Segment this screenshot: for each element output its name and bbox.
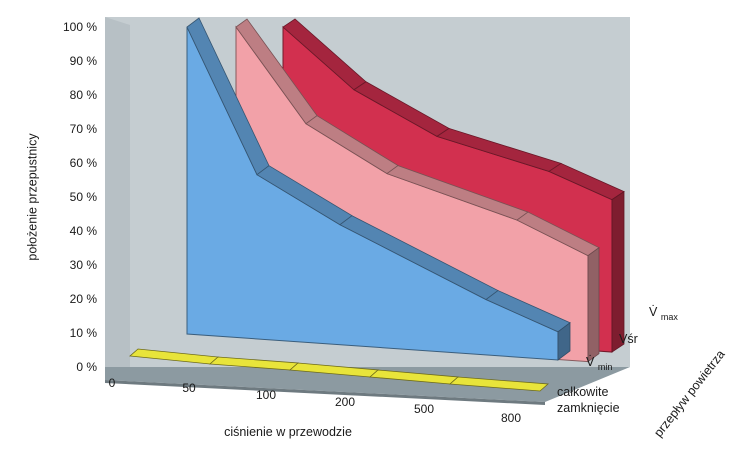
y-tick-label: 40 % bbox=[70, 224, 98, 238]
vmax-label-base: V̇ bbox=[649, 305, 658, 319]
left-wall bbox=[105, 17, 130, 369]
y-tick-label: 0 % bbox=[76, 360, 97, 374]
x-tick-label: 800 bbox=[501, 411, 521, 425]
vmin-label-sub: min bbox=[598, 362, 613, 372]
depth-axis: V̇ max Vśr V̇ min całkowite zamknięcie bbox=[557, 305, 678, 415]
y-tick-label: 100 % bbox=[63, 20, 97, 34]
y-tick-label: 60 % bbox=[70, 156, 98, 170]
x-tick-label: 200 bbox=[335, 395, 355, 409]
x-axis-title: ciśnienie w przewodzie bbox=[224, 425, 352, 439]
series-side-face bbox=[587, 246, 600, 363]
y-tick-label: 70 % bbox=[70, 122, 98, 136]
depth-label-vmax: V̇ max bbox=[649, 305, 678, 322]
x-tick-label: 100 bbox=[256, 388, 276, 402]
y-axis: 0 % 10 % 20 % 30 % 40 % 50 % 60 % 70 % 80 % 90 % 1… bbox=[63, 20, 97, 374]
floor-front-strip bbox=[105, 380, 545, 405]
y-tick-label: 80 % bbox=[70, 88, 98, 102]
y-tick-label: 10 % bbox=[70, 326, 98, 340]
depth-label-closed-line1: całkowite bbox=[557, 385, 608, 399]
vmax-label-sub: max bbox=[661, 312, 679, 322]
closed-floor-segment bbox=[449, 376, 549, 392]
depth-label-closed-line2: zamknięcie bbox=[557, 401, 620, 415]
y-tick-label: 90 % bbox=[70, 54, 98, 68]
x-tick-label: 0 bbox=[109, 376, 116, 390]
series-side-face bbox=[611, 190, 625, 353]
depth-axis-title: przepływ powietrza bbox=[651, 347, 728, 439]
depth-label-vsr: Vśr bbox=[619, 332, 638, 346]
depth-label-vmin: V̇ min bbox=[586, 355, 612, 372]
y-tick-label: 20 % bbox=[70, 292, 98, 306]
vmin-label-base: V̇ bbox=[586, 355, 595, 369]
y-tick-label: 30 % bbox=[70, 258, 98, 272]
x-tick-label: 50 bbox=[182, 381, 196, 395]
series-layer bbox=[186, 17, 625, 363]
x-axis: 0 50 100 200 500 800 bbox=[109, 376, 522, 425]
y-axis-title: położenie przepustnicy bbox=[25, 133, 39, 261]
series-side-face bbox=[557, 321, 571, 361]
x-tick-label: 500 bbox=[414, 402, 434, 416]
closed-floor-layer bbox=[129, 348, 549, 392]
chart-floor bbox=[105, 367, 630, 402]
y-tick-label: 50 % bbox=[70, 190, 98, 204]
